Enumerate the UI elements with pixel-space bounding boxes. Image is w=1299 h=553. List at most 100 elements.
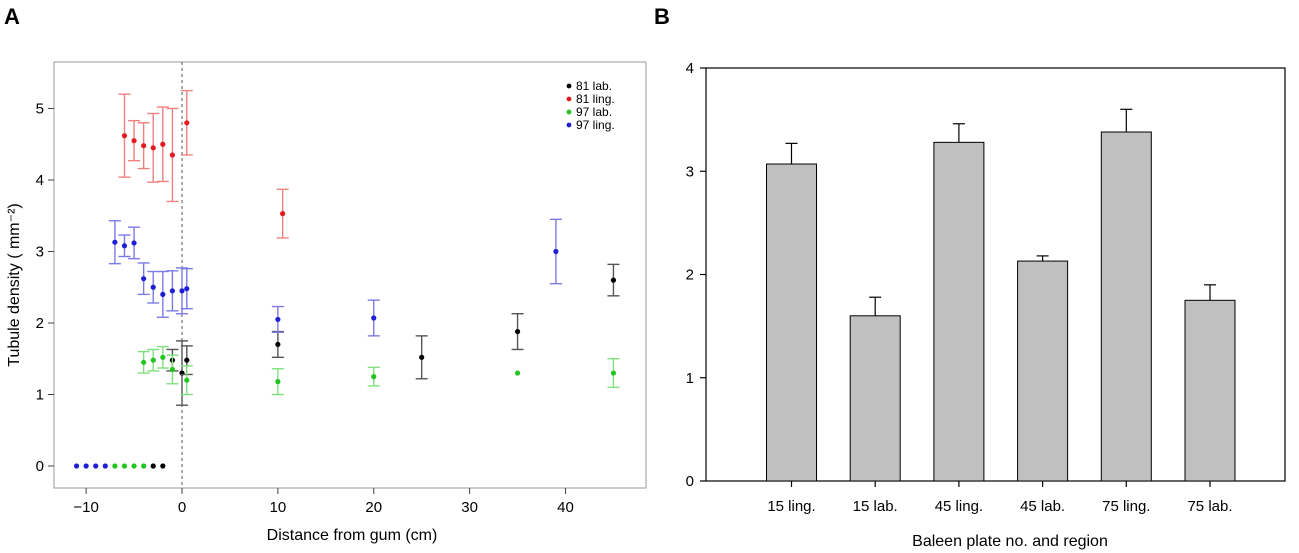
legend-entry: 81 lab. <box>576 79 612 93</box>
data-point <box>160 463 166 469</box>
data-point <box>184 286 190 292</box>
x-axis-label-b: Baleen plate no. and region <box>912 533 1108 550</box>
bar-group: 15 lab. <box>849 296 901 515</box>
panel-label-b: B <box>654 4 670 29</box>
x-tick-label-b: 45 lab. <box>1020 498 1065 515</box>
data-point <box>184 120 190 126</box>
plot-frame-a <box>53 61 647 489</box>
data-point <box>150 284 156 290</box>
scatter-chart-a: −10 0 10 20 30 40 0 1 2 3 4 5 81 lab.81 ling.97 lab… <box>6 61 647 544</box>
data-point <box>150 357 156 363</box>
bar <box>766 163 817 482</box>
data-point <box>553 248 559 255</box>
data-point <box>93 463 99 469</box>
legend-marker <box>566 96 572 102</box>
x-tick-label-a: 30 <box>461 499 478 516</box>
y-tick-label-a: 0 <box>36 458 44 475</box>
data-point <box>184 357 190 363</box>
data-point <box>169 152 176 158</box>
data-point <box>121 243 128 249</box>
bar-group: 15 ling. <box>766 142 817 515</box>
y-tick-label-a: 4 <box>36 172 44 189</box>
data-point <box>610 277 617 283</box>
y-tick-label-b: 0 <box>686 473 694 490</box>
bar <box>849 315 901 482</box>
bar <box>1184 299 1236 482</box>
legend-entry: 97 ling. <box>576 118 615 132</box>
x-tick-label-b: 15 ling. <box>767 498 815 515</box>
x-tick-label-a: 10 <box>270 499 287 516</box>
data-point <box>160 354 166 360</box>
data-point <box>112 463 118 469</box>
bar <box>933 141 985 482</box>
data-point <box>514 328 521 335</box>
x-tick-label-a: 40 <box>557 499 574 516</box>
data-point <box>131 463 137 469</box>
y-tick-label-a: 5 <box>36 101 44 118</box>
legend-marker <box>566 122 572 128</box>
y-tick-label-a: 3 <box>36 244 44 261</box>
data-point <box>184 377 190 383</box>
bar-group: 45 ling. <box>933 123 985 515</box>
x-tick-label-b: 75 lab. <box>1187 498 1232 515</box>
data-point <box>275 341 281 348</box>
data-point <box>131 138 137 144</box>
data-point <box>179 288 185 294</box>
series-97-ling <box>73 218 562 469</box>
data-point <box>610 370 617 376</box>
x-tick-label-a: 20 <box>365 499 382 516</box>
y-tick-label-b: 2 <box>686 267 694 284</box>
data-point <box>131 240 137 246</box>
data-point <box>112 239 118 245</box>
data-point <box>371 315 377 321</box>
data-point <box>275 379 281 385</box>
y-tick-label-a: 1 <box>36 387 44 404</box>
data-point <box>169 366 176 373</box>
data-point <box>141 463 147 469</box>
y-tick-label-b: 4 <box>686 60 694 77</box>
legend-marker <box>566 83 572 89</box>
x-tick-label-b: 45 ling. <box>935 498 983 515</box>
series-81-lab <box>150 263 620 469</box>
data-point <box>160 141 166 147</box>
data-point <box>73 463 80 469</box>
data-point <box>141 276 147 282</box>
bar <box>1017 260 1069 482</box>
data-point <box>275 316 281 323</box>
data-point <box>514 370 521 376</box>
bar-chart-b: 0 1 2 3 4 15 ling. 15 lab. 45 ling. 45 lab. 75 l… <box>686 60 1286 550</box>
data-point <box>150 463 156 469</box>
data-point <box>169 288 176 294</box>
x-tick-label-a: −10 <box>73 499 98 516</box>
data-point <box>141 359 147 365</box>
data-point <box>419 354 425 360</box>
legend: 81 lab.81 ling.97 lab.97 ling. <box>566 79 615 132</box>
y-tick-label-a: 2 <box>36 315 44 332</box>
x-tick-label-b: 15 lab. <box>853 498 898 515</box>
x-axis-label-a: Distance from gum (cm) <box>267 527 438 544</box>
bar-group: 45 lab. <box>1017 255 1069 515</box>
legend-entry: 81 ling. <box>576 92 615 106</box>
y-tick-label-b: 1 <box>686 370 694 387</box>
legend-marker <box>566 109 572 115</box>
legend-entry: 97 lab. <box>576 105 612 119</box>
panel-label-a: A <box>4 4 20 29</box>
bar <box>1100 131 1152 482</box>
data-point <box>160 291 166 297</box>
y-tick-label-b: 3 <box>686 163 694 180</box>
data-point <box>371 374 377 380</box>
series-97-lab <box>112 345 620 469</box>
data-point <box>150 145 156 151</box>
y-axis-label-a: Tubule density ( mm⁻²) <box>6 203 23 366</box>
series-81-ling <box>118 89 289 239</box>
x-tick-label-a: 0 <box>178 499 186 516</box>
data-point <box>121 463 128 469</box>
data-point <box>83 463 89 469</box>
x-tick-label-b: 75 ling. <box>1102 498 1150 515</box>
bar-group: 75 ling. <box>1100 108 1152 515</box>
data-point <box>280 211 286 217</box>
data-point <box>141 143 147 149</box>
data-point <box>121 133 128 139</box>
bar-group: 75 lab. <box>1184 284 1236 515</box>
